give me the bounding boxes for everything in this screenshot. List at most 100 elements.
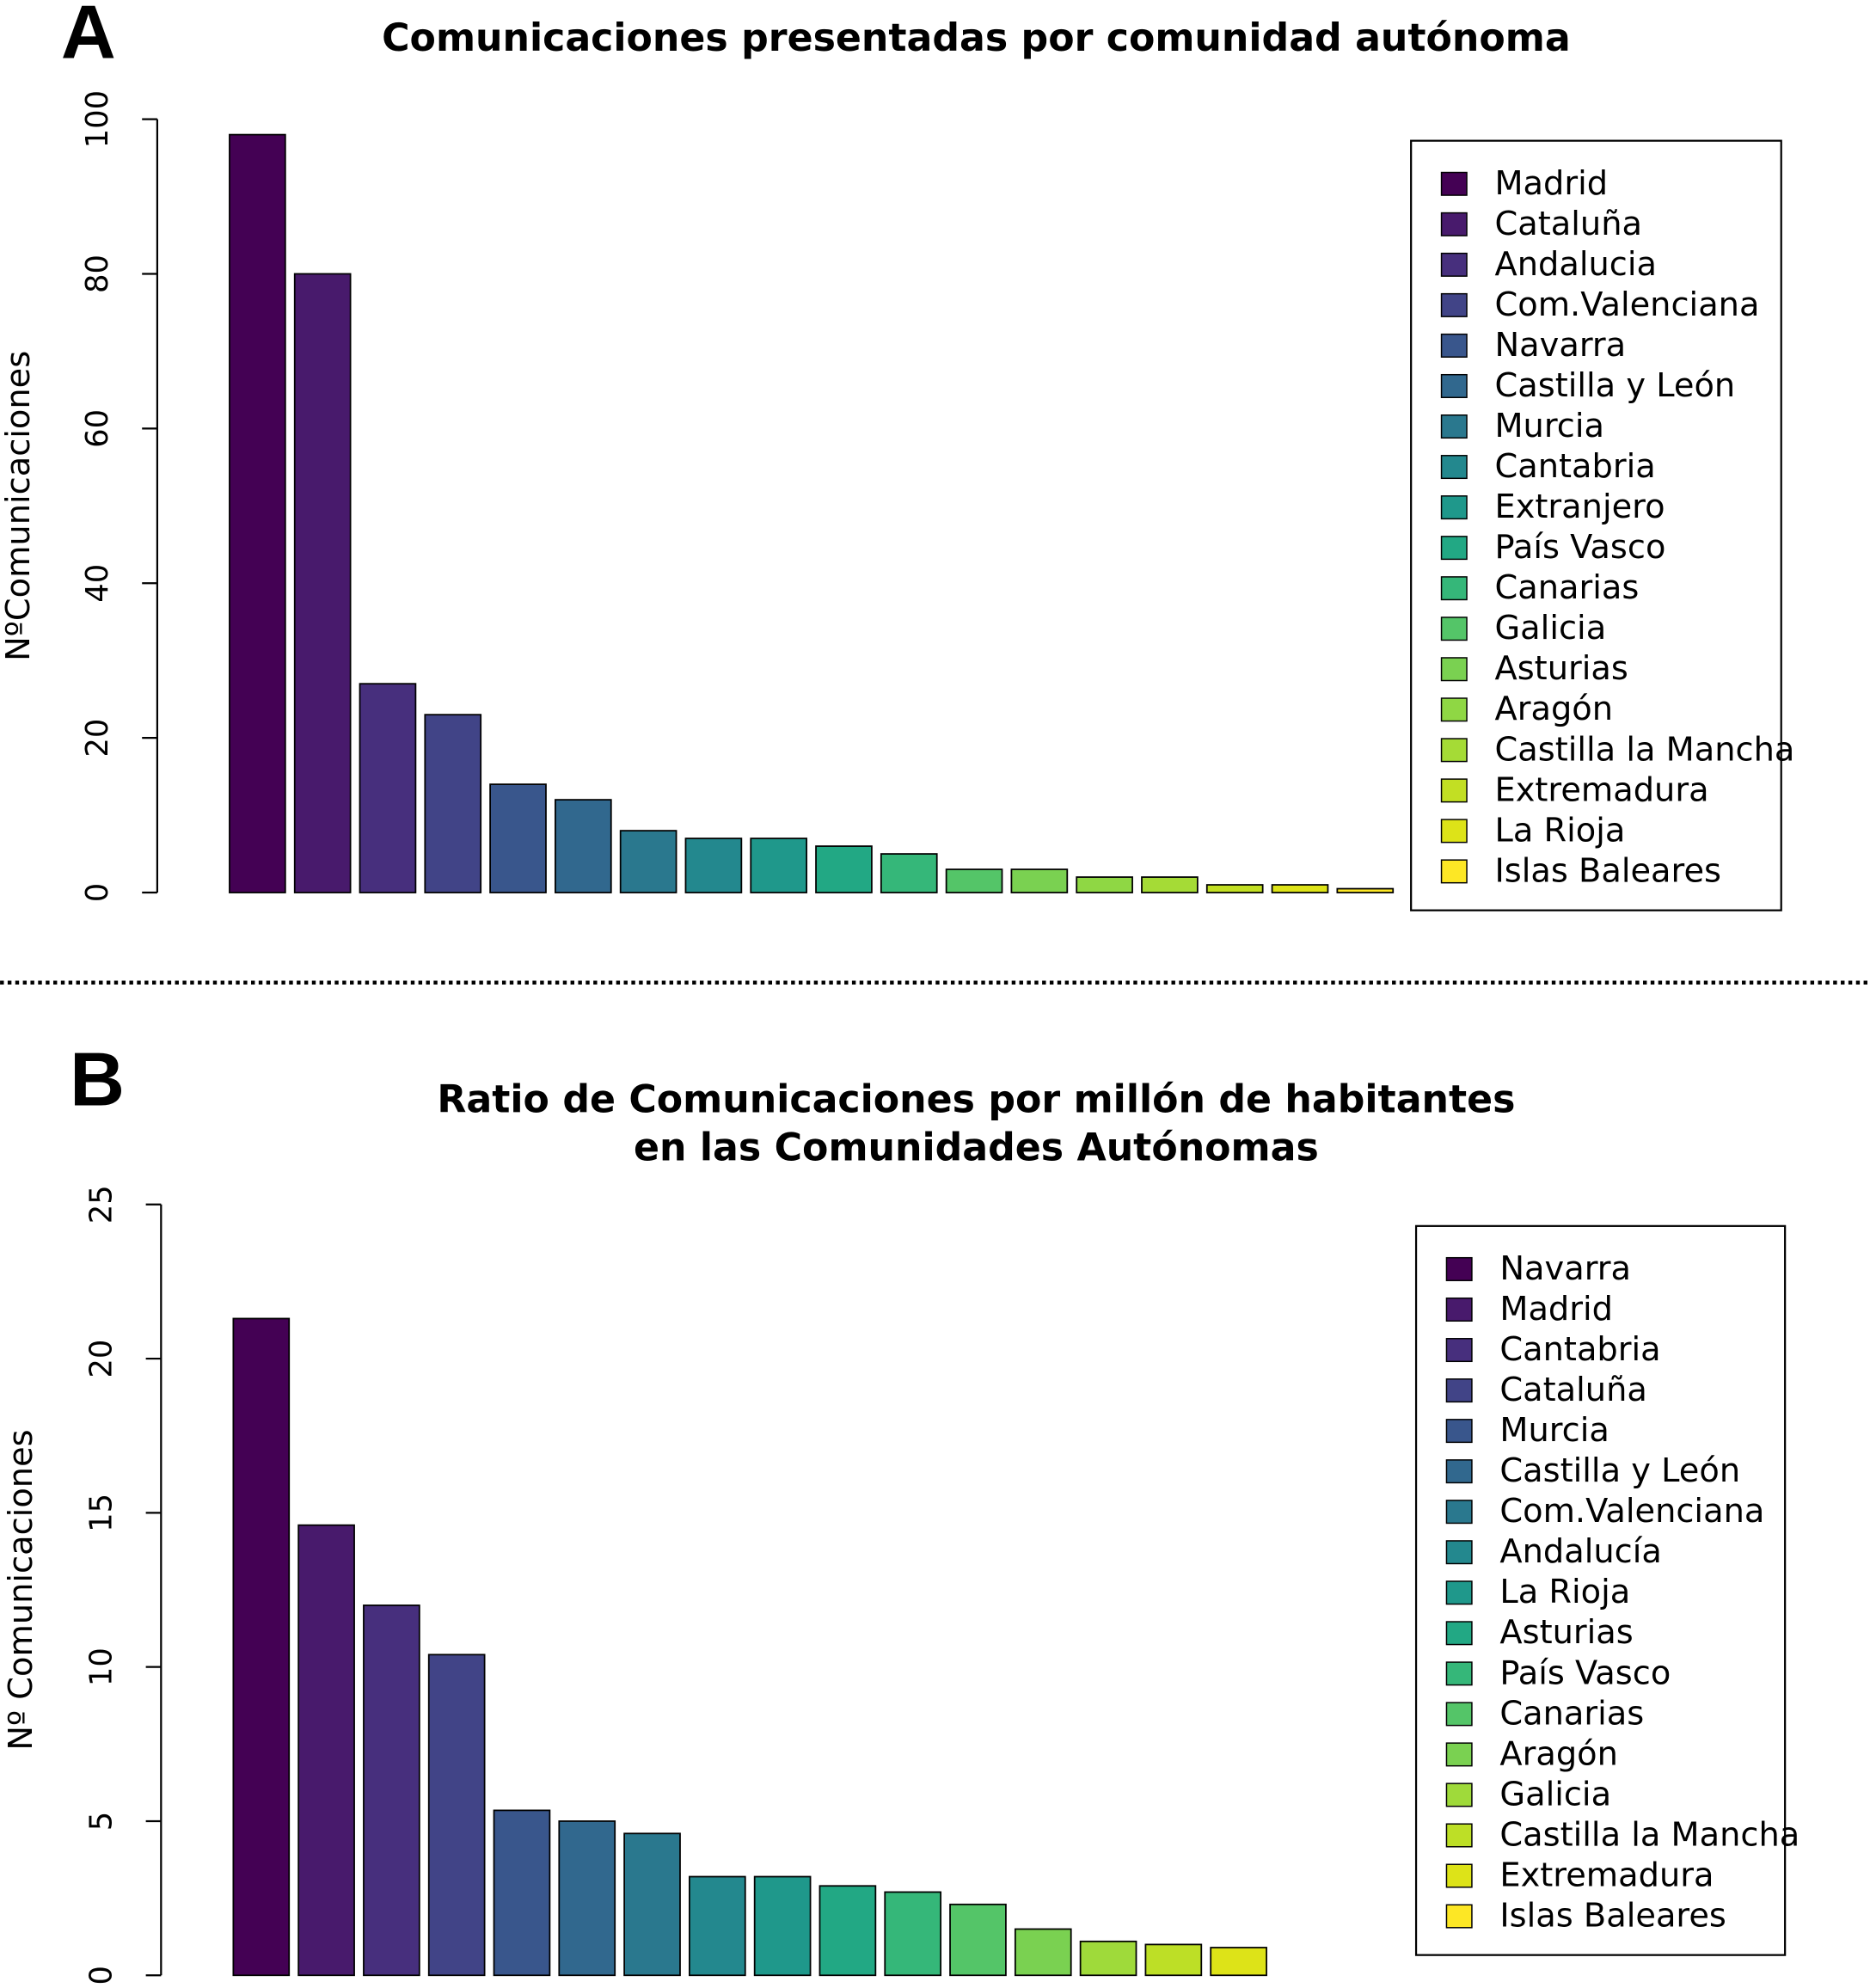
bar <box>753 1875 812 1977</box>
y-tick-label: 10 <box>83 1647 119 1686</box>
legend-label: Andalucía <box>1499 1532 1661 1571</box>
legend-label: Islas Baleares <box>1499 1897 1726 1936</box>
legend-label: Galicia <box>1499 1775 1611 1813</box>
legend-swatch <box>1445 1338 1473 1363</box>
legend-label: Com.Valenciana <box>1494 285 1759 324</box>
legend-swatch <box>1445 1863 1473 1888</box>
legend-label: Murcia <box>1499 1411 1609 1450</box>
bar <box>689 1875 746 1977</box>
bar <box>489 783 547 893</box>
bar <box>293 273 352 893</box>
legend-label: Islas Baleares <box>1494 851 1721 890</box>
bar <box>232 1317 291 1977</box>
legend-label: La Rioja <box>1499 1573 1630 1611</box>
legend-swatch <box>1445 1823 1473 1848</box>
legend-label: Navarra <box>1499 1249 1631 1288</box>
bar <box>1210 1947 1267 1977</box>
bar <box>1336 887 1395 893</box>
legend-swatch <box>1445 1580 1473 1605</box>
y-tick-label: 25 <box>83 1185 119 1224</box>
bar <box>945 868 1003 893</box>
bar <box>1079 1940 1137 1977</box>
legend-swatch <box>1445 1904 1473 1929</box>
legend-swatch <box>1445 1621 1473 1646</box>
legend-swatch <box>1445 1459 1473 1484</box>
legend-swatch <box>1445 1702 1473 1727</box>
bar <box>427 1654 486 1977</box>
y-tick-label: 0 <box>80 883 115 903</box>
legend-label: Cantabria <box>1499 1330 1660 1369</box>
legend-label: País Vasco <box>1494 528 1665 567</box>
legend-label: Aragón <box>1494 690 1613 728</box>
legend-label: Asturias <box>1499 1613 1633 1652</box>
legend-label: Cantabria <box>1494 447 1655 486</box>
legend-swatch <box>1440 536 1468 561</box>
panel-label: B <box>70 1037 125 1122</box>
bar <box>1271 884 1329 893</box>
legend-label: País Vasco <box>1499 1654 1671 1692</box>
y-tick-label: 40 <box>80 564 115 603</box>
chart-title: Ratio de Comunicaciones por millón de ha… <box>437 1077 1515 1121</box>
legend-label: Galicia <box>1494 609 1606 647</box>
chart-title: Comunicaciones presentadas por comunidad… <box>382 16 1571 60</box>
bar <box>229 133 286 893</box>
legend-swatch <box>1440 617 1468 641</box>
bar <box>1205 884 1264 893</box>
bar <box>558 1820 616 1977</box>
legend-swatch <box>1445 1661 1473 1686</box>
legend-swatch <box>1440 819 1468 844</box>
legend-box <box>1410 139 1782 911</box>
bar <box>359 683 417 893</box>
bar <box>684 838 743 893</box>
y-tick-label: 20 <box>83 1340 119 1378</box>
legend-label: Castilla y León <box>1494 366 1735 405</box>
bar <box>949 1903 1007 1977</box>
legend-swatch <box>1440 212 1468 236</box>
y-tick-label: 5 <box>83 1812 119 1832</box>
legend-label: Castilla la Mancha <box>1499 1815 1799 1854</box>
legend-label: Extremadura <box>1494 770 1708 809</box>
bar <box>1076 876 1133 893</box>
legend-swatch <box>1445 1378 1473 1403</box>
legend-label: Andalucia <box>1494 245 1656 284</box>
bar <box>623 1832 681 1977</box>
legend-label: Cataluña <box>1494 205 1641 243</box>
legend-swatch <box>1445 1297 1473 1322</box>
legend-label: Madrid <box>1494 164 1608 203</box>
legend-label: Navarra <box>1494 326 1626 365</box>
legend-label: Murcia <box>1494 407 1603 445</box>
y-tick-label: 60 <box>80 409 115 448</box>
legend-swatch <box>1440 414 1468 439</box>
legend-swatch <box>1440 373 1468 398</box>
y-axis-label: NºComunicaciones <box>0 351 38 661</box>
chart-title: en las Comunidades Autónomas <box>634 1126 1319 1169</box>
bar <box>424 714 482 893</box>
bar <box>297 1524 355 1977</box>
legend-swatch <box>1445 1256 1473 1281</box>
bar <box>493 1809 551 1977</box>
legend-swatch <box>1440 738 1468 763</box>
legend-swatch <box>1440 455 1468 480</box>
legend-label: Extremadura <box>1499 1856 1714 1894</box>
legend-label: Com.Valenciana <box>1499 1492 1764 1531</box>
legend-swatch <box>1440 333 1468 358</box>
panel-label: A <box>61 0 116 75</box>
legend-label: Canarias <box>1494 568 1639 607</box>
legend-swatch <box>1440 576 1468 601</box>
y-tick-label: 20 <box>80 719 115 758</box>
bar <box>1010 868 1069 893</box>
y-tick-label: 80 <box>80 255 115 293</box>
legend-swatch <box>1445 1742 1473 1767</box>
y-tick-label: 100 <box>80 90 115 149</box>
legend-box <box>1414 1224 1787 1956</box>
legend-swatch <box>1445 1782 1473 1807</box>
legend-label: Castilla la Mancha <box>1494 730 1794 769</box>
legend-label: Canarias <box>1499 1694 1644 1733</box>
bar <box>819 1885 877 1977</box>
legend-swatch <box>1440 292 1468 317</box>
bar <box>363 1605 420 1977</box>
bar <box>750 838 808 893</box>
legend-label: Madrid <box>1499 1290 1613 1328</box>
bar <box>880 853 938 893</box>
